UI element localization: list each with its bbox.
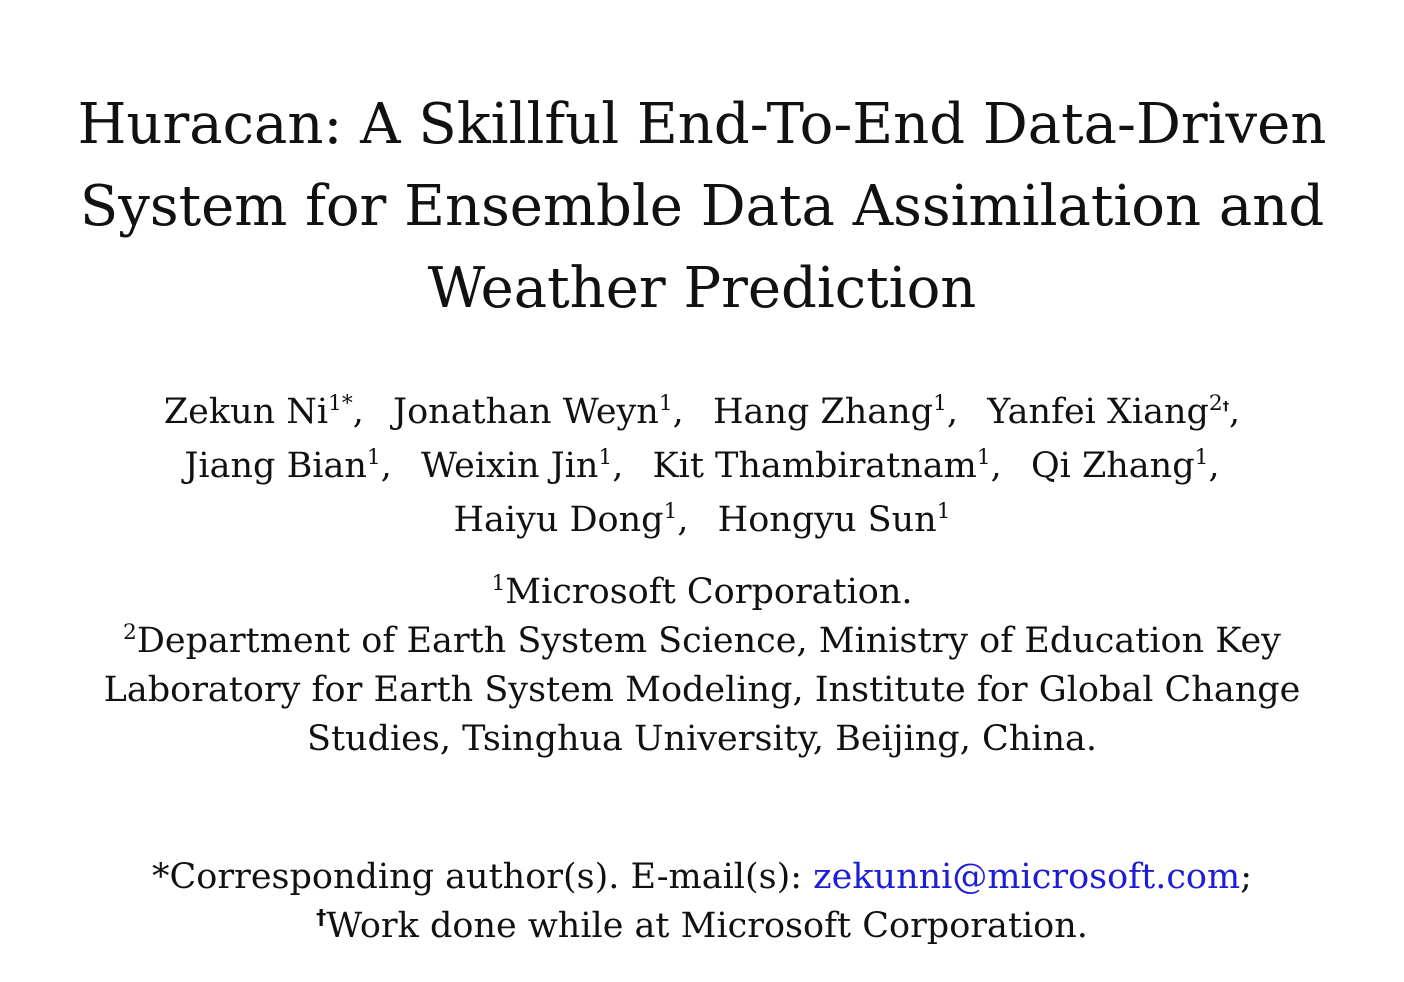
title-line-3: Weather Prediction <box>427 256 977 321</box>
author-name: Jonathan Weyn <box>393 392 659 432</box>
footnotes: *Corresponding author(s). E-mail(s): zek… <box>0 853 1404 951</box>
author-name: Haiyu Dong <box>453 500 664 540</box>
author-separator: , <box>672 392 684 432</box>
author-name: Zekun Ni <box>163 392 329 432</box>
affiliation-mark: 2 <box>123 619 137 645</box>
affiliation-text: Microsoft Corporation. <box>505 572 913 612</box>
corresponding-suffix: ; <box>1240 857 1252 897</box>
author-separator: , <box>1208 446 1220 486</box>
paper-title: Huracan: A Skillful End-To-End Data-Driv… <box>0 84 1404 330</box>
author-line-1: Zekun Ni1*, Jonathan Weyn1, Hang Zhang1,… <box>0 385 1404 439</box>
dagger-mark: † <box>316 905 327 930</box>
author-separator: , <box>990 446 1002 486</box>
author-affiliation-mark: 1 <box>933 390 947 416</box>
affiliation-2-line-3: Studies, Tsinghua University, Beijing, C… <box>306 719 1098 759</box>
author-affiliation-mark: 1 <box>663 498 678 524</box>
author-name: Kit Thambiratnam <box>652 446 977 486</box>
author-separator: , <box>946 392 959 432</box>
author-affiliation-mark: 1* <box>328 390 353 416</box>
author-affiliation-mark: 1 <box>1194 444 1209 470</box>
author-name: Qi Zhang <box>1030 446 1195 486</box>
author-line-2: Jiang Bian1, Weixin Jin1, Kit Thambiratn… <box>0 439 1404 493</box>
author-affiliation-mark: 1 <box>936 498 951 524</box>
author-list: Zekun Ni1*, Jonathan Weyn1, Hang Zhang1,… <box>0 385 1404 547</box>
author-separator: , <box>352 392 364 432</box>
affiliation-2-line-2: Laboratory for Earth System Modeling, In… <box>103 670 1301 710</box>
author-name: Yanfei Xiang <box>987 392 1209 432</box>
affiliations: 1Microsoft Corporation. 2Department of E… <box>0 568 1404 764</box>
affiliation-1: 1Microsoft Corporation. <box>0 568 1404 617</box>
author-name: Jiang Bian <box>184 446 367 486</box>
author-name: Weixin Jin <box>421 446 599 486</box>
affiliation-2-line-1: 2Department of Earth System Science, Min… <box>0 617 1404 666</box>
corresponding-author-note: *Corresponding author(s). E-mail(s): zek… <box>0 853 1404 902</box>
title-line-1: Huracan: A Skillful End-To-End Data-Driv… <box>77 92 1327 157</box>
author-separator: , <box>1229 392 1241 432</box>
work-note: †Work done while at Microsoft Corporatio… <box>0 902 1404 951</box>
author-affiliation-mark: 1 <box>658 390 673 416</box>
affiliation-text: Department of Earth System Science, Mini… <box>136 621 1281 661</box>
dagger-mark: † <box>1222 397 1230 413</box>
author-affiliation-mark: 1 <box>366 444 381 470</box>
author-name: Hang Zhang <box>712 392 934 432</box>
title-line-2: System for Ensemble Data Assimilation an… <box>79 174 1325 239</box>
corresponding-prefix: *Corresponding author(s). E-mail(s): <box>152 857 814 897</box>
affiliation-mark: 1 <box>491 570 506 596</box>
author-affiliation-mark: 1 <box>976 444 991 470</box>
author-line-3: Haiyu Dong1, Hongyu Sun1 <box>0 493 1404 547</box>
author-separator: , <box>677 500 689 540</box>
author-affiliation-mark: 2† <box>1208 390 1230 416</box>
email-link[interactable]: zekunni@microsoft.com <box>813 857 1241 897</box>
author-separator: , <box>380 446 392 486</box>
author-affiliation-mark: 1 <box>598 444 613 470</box>
author-separator: , <box>612 446 624 486</box>
author-name: Hongyu Sun <box>717 500 937 540</box>
work-note-text: Work done while at Microsoft Corporation… <box>326 906 1088 946</box>
